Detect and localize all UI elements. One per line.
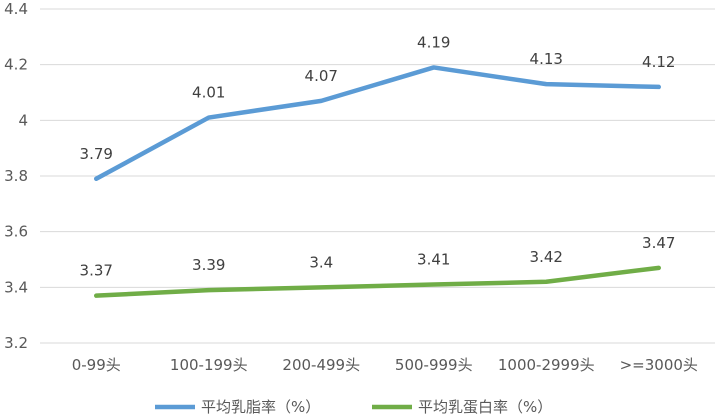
- x-tick-label: >=3000头: [620, 356, 698, 374]
- y-tick-label: 4.2: [4, 56, 28, 74]
- y-tick-label: 4.4: [4, 0, 28, 18]
- data-label: 4.12: [642, 53, 675, 71]
- data-label: 3.42: [530, 248, 563, 266]
- x-tick-label: 100-199头: [170, 356, 248, 374]
- y-tick-label: 3.2: [4, 334, 28, 352]
- data-label: 4.07: [305, 67, 338, 85]
- data-label: 3.39: [192, 256, 225, 274]
- y-tick-label: 3.4: [4, 278, 28, 296]
- data-label: 4.19: [417, 33, 450, 51]
- legend-label: 平均乳蛋白率（%）: [418, 398, 552, 416]
- x-tick-label: 200-499头: [282, 356, 360, 374]
- data-label: 3.79: [80, 145, 113, 163]
- x-tick-label: 500-999头: [395, 356, 473, 374]
- legend: 平均乳脂率（%） 平均乳蛋白率（%）: [155, 398, 552, 416]
- y-axis: 3.2 3.4 3.6 3.8 4 4.2 4.4: [4, 0, 28, 352]
- data-label: 4.13: [530, 50, 563, 68]
- y-tick-label: 3.8: [4, 167, 28, 185]
- data-label: 3.37: [80, 262, 113, 280]
- y-tick-label: 4: [18, 111, 28, 129]
- y-tick-label: 3.6: [4, 223, 28, 241]
- data-label: 4.01: [192, 84, 225, 102]
- x-axis: 0-99头 100-199头 200-499头 500-999头 1000-2999头 >…: [72, 356, 698, 374]
- series-lines: [94, 65, 661, 298]
- data-labels: 3.79 4.01 4.07 4.19 4.13 4.12 3.37 3.39 3.4 3.41 3…: [80, 33, 676, 279]
- series-line-1: [94, 65, 661, 182]
- gridlines: [40, 8, 715, 344]
- data-label: 3.41: [417, 251, 450, 269]
- data-label: 3.4: [309, 253, 333, 271]
- data-label: 3.47: [642, 234, 675, 252]
- x-tick-label: 1000-2999头: [498, 356, 595, 374]
- series-line-2: [94, 265, 661, 298]
- legend-label: 平均乳脂率（%）: [201, 398, 320, 416]
- x-tick-label: 0-99头: [72, 356, 121, 374]
